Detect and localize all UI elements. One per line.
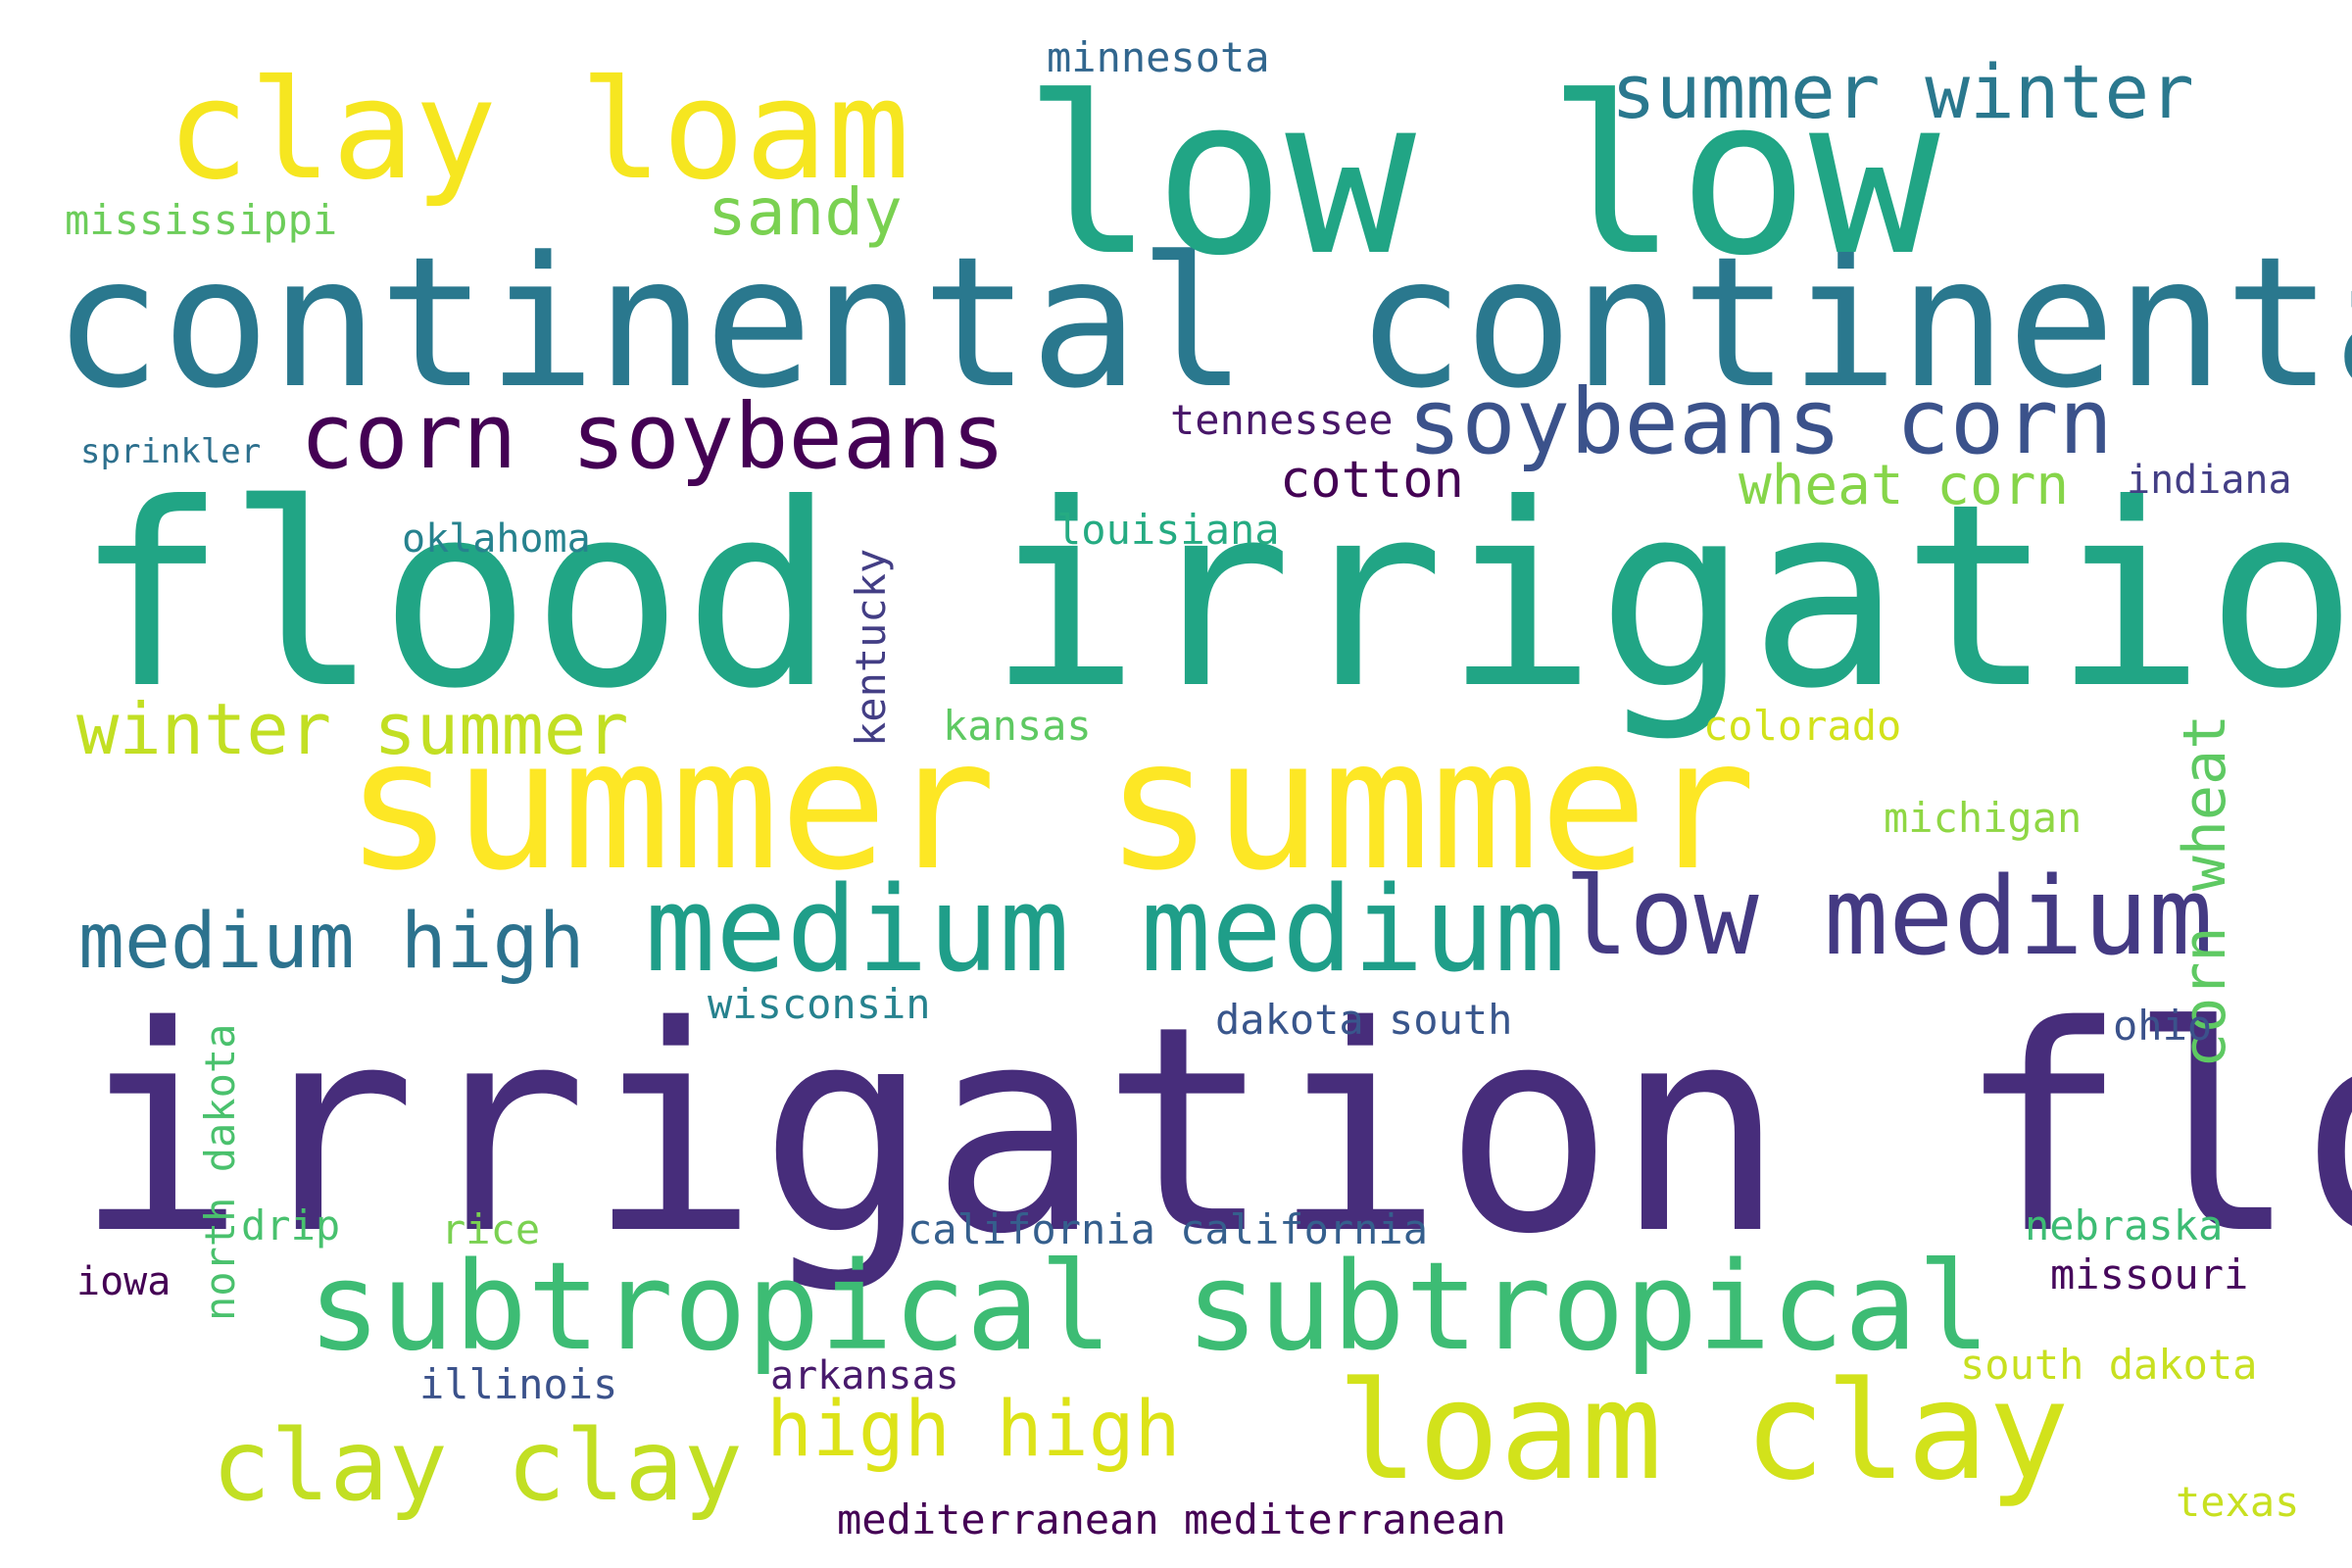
- word-minnesota: minnesota: [1047, 33, 1270, 81]
- word-missouri: missouri: [2050, 1250, 2249, 1298]
- word-clay-loam: clay loam: [167, 51, 910, 211]
- word-subtropical-subtropical: subtropical subtropical: [308, 1237, 1991, 1378]
- word-drip: drip: [241, 1201, 341, 1250]
- word-summer-winter: summer winter: [1611, 48, 2194, 135]
- word-cotton: cotton: [1280, 451, 1464, 510]
- word-north-dakota: north dakota: [196, 1023, 244, 1321]
- word-irrigation-flood: irrigation flood: [74, 966, 2352, 1297]
- word-michigan: michigan: [1884, 794, 2082, 842]
- word-iowa: iowa: [76, 1259, 172, 1304]
- word-high-high: high high: [766, 1386, 1181, 1474]
- word-low-low: low low: [1023, 51, 1940, 304]
- word-wisconsin: wisconsin: [708, 980, 931, 1028]
- word-colorado: colorado: [1703, 702, 1902, 750]
- word-arkansas: arkansas: [770, 1353, 959, 1398]
- word-texas: texas: [2176, 1478, 2300, 1526]
- word-clay-clay: clay clay: [212, 1408, 743, 1523]
- word-flood-irrigation: flood irrigation: [74, 450, 2352, 744]
- word-low-medium: low medium: [1564, 854, 2214, 979]
- word-corn-soybeans: corn soybeans: [300, 384, 1006, 489]
- word-louisiana: louisiana: [1056, 506, 1280, 554]
- word-sandy: sandy: [708, 174, 903, 250]
- word-mediterranean-mediterranean: mediterranean mediterranean: [837, 1495, 1506, 1544]
- word-soybeans-corn: soybeans corn: [1407, 369, 2114, 474]
- word-south-dakota: south dakota: [1960, 1341, 2258, 1389]
- word-sprinkler: sprinkler: [80, 432, 262, 471]
- word-kentucky: kentucky: [847, 548, 895, 747]
- word-medium-high: medium high: [78, 898, 585, 986]
- word-california-california: california california: [907, 1205, 1429, 1253]
- word-tennessee: tennessee: [1170, 396, 1394, 444]
- word-kansas: kansas: [943, 702, 1092, 750]
- word-wheat-corn: wheat corn: [1739, 454, 2070, 517]
- word-summer-summer: summer summer: [345, 701, 1757, 910]
- word-ohio: ohio: [2113, 1002, 2213, 1050]
- word-winter-summer: winter summer: [76, 688, 629, 770]
- word-rice: rice: [441, 1205, 541, 1253]
- word-indiana: indiana: [2127, 458, 2292, 503]
- word-dakota-south: dakota south: [1215, 996, 1513, 1044]
- word-loam-clay: loam clay: [1337, 1352, 2070, 1510]
- word-oklahoma: oklahoma: [402, 516, 591, 562]
- word-illinois: illinois: [419, 1360, 618, 1408]
- word-nebraska: nebraska: [2025, 1201, 2224, 1250]
- word-medium-medium: medium medium: [645, 862, 1566, 999]
- word-mississippi: mississippi: [65, 196, 338, 244]
- word-continental-continental: continental continental: [53, 219, 2352, 428]
